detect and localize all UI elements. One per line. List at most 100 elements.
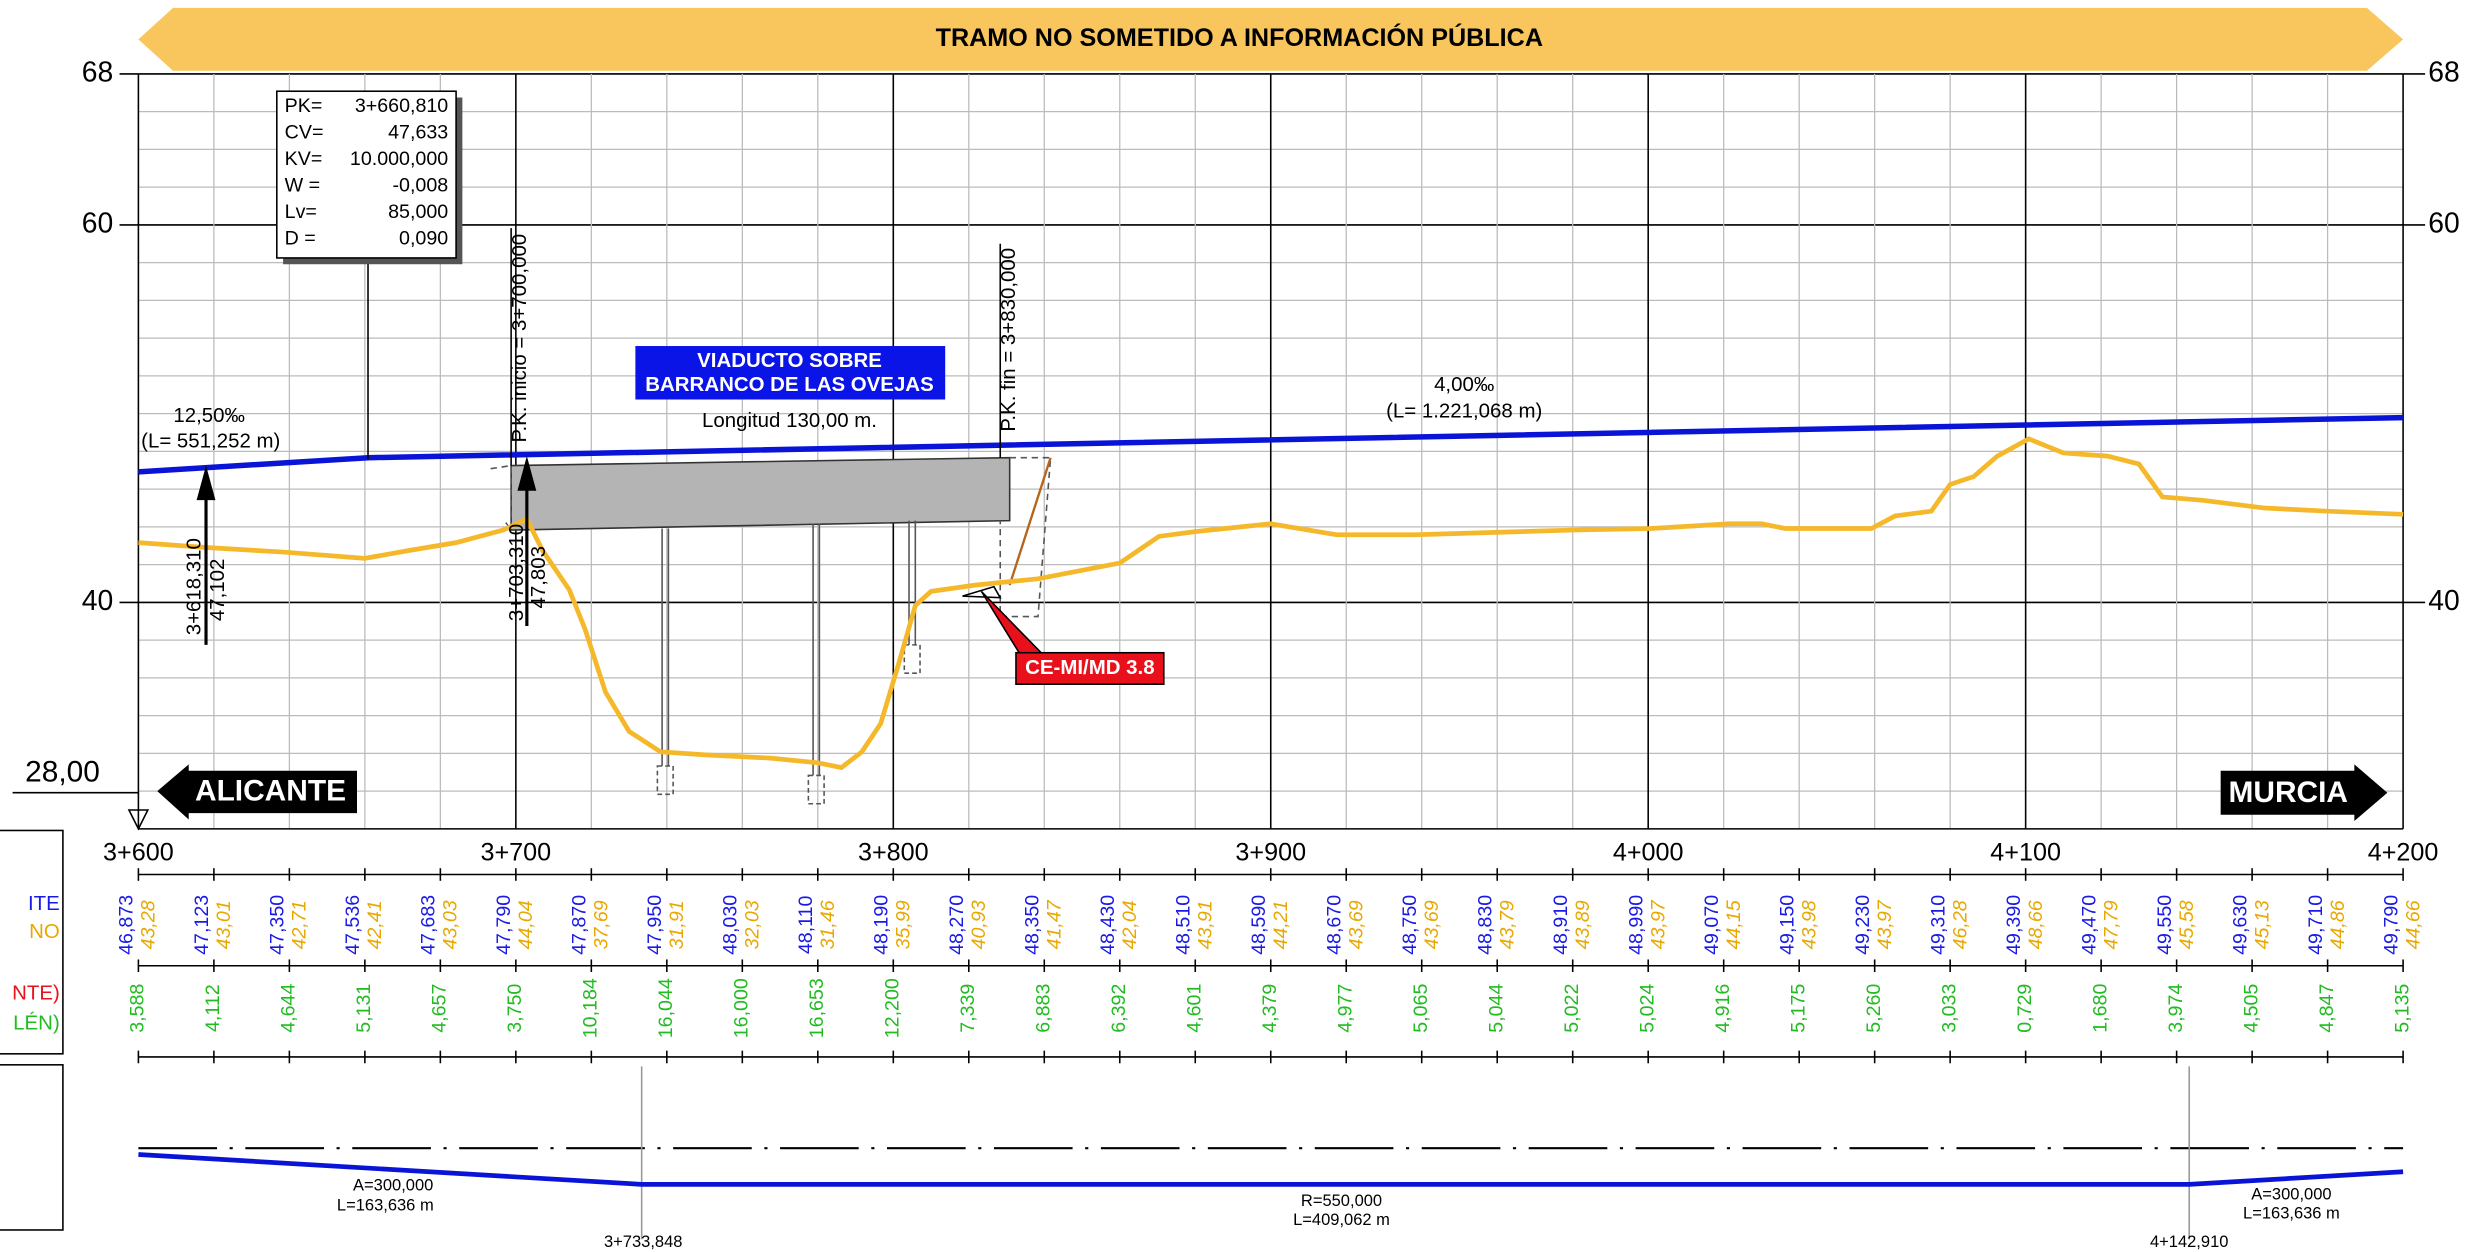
difference: 6,392 [1108,984,1130,1033]
datum-label: 28,00 [25,756,100,789]
terrain-elevation: 41,47 [1043,899,1065,949]
row-label: ITE [28,892,60,915]
station-label: 4+200 [2368,839,2439,867]
curve-key: D = [285,227,316,249]
terrain-line [138,436,2404,771]
datum-triangle [127,809,150,831]
terrain-elevation: 45,58 [2176,900,2198,949]
direction-right: MURCIA [2229,776,2348,809]
plan-point: 4+142,910 [2150,1233,2228,1251]
elevation-label: 68 [82,55,113,87]
grade-elevation: 47,123 [191,895,213,955]
difference: 5,022 [1561,984,1583,1033]
difference: 4,657 [429,984,451,1033]
difference: 5,175 [1787,984,1809,1033]
difference: 5,135 [2391,984,2413,1033]
grade-elevation: 49,070 [1701,895,1723,955]
slope-line [1008,457,1052,586]
curve-key: W = [285,174,320,196]
grade-elevation: 48,110 [795,895,817,954]
terrain-elevation: 43,79 [1496,900,1518,949]
pk-start: P.K. inicio = 3+700,000 [508,234,531,443]
grade-length: (L= 1.221,068 m) [1386,399,1542,422]
grade-elevation: 46,873 [116,895,138,955]
terrain-elevation: 43,01 [213,900,235,949]
terrain-elevation: 44,15 [1723,900,1745,949]
difference: 5,260 [1863,984,1885,1033]
difference: 5,044 [1485,984,1507,1033]
difference: 6,883 [1032,984,1054,1033]
terrain-elevation: 42,04 [1119,900,1141,949]
terrain-elevation: 43,28 [138,900,160,949]
marker-elevation: 47,803 [527,546,550,609]
curvature-line [138,1152,2404,1187]
difference: 4,847 [2316,984,2338,1033]
terrain-elevation: 43,69 [1345,900,1367,949]
difference: 4,977 [1334,984,1356,1033]
grade-elevation: 49,230 [1852,895,1874,955]
difference: 16,000 [731,978,753,1038]
grade-elevation: 48,270 [946,895,968,955]
difference: 16,044 [655,978,677,1038]
tag-box [1015,651,1165,685]
terrain-elevation: 37,69 [591,900,613,949]
culvert [962,585,1002,599]
row-label-box [0,829,64,1055]
plan-param: A=300,000 [2251,1186,2331,1204]
row-label-box [0,1064,64,1231]
difference: 10,184 [580,978,602,1038]
terrain-elevation: 43,69 [1421,900,1443,949]
curve-value: 0,090 [399,227,448,249]
terrain-elevation: 43,98 [1798,900,1820,949]
marker-arrow [196,465,216,501]
row-label: NO [29,920,60,943]
marker-pk: 3+618,310 [182,538,205,635]
curve-box [276,90,457,259]
difference: 3,033 [1938,984,1960,1033]
elevation-label: 60 [82,206,113,238]
marker-pk: 3+703,310 [505,524,528,621]
row-label: NTE) [12,981,60,1004]
plan-param: A=300,000 [353,1176,433,1194]
station-label: 3+700 [481,839,552,867]
difference: 1,680 [2089,984,2111,1033]
direction-left: ALICANTE [195,775,346,808]
grade-elevation: 49,630 [2229,895,2251,955]
difference: 5,065 [1410,984,1432,1033]
curve-key: KV= [285,148,323,170]
banner-arrow [138,7,2404,71]
difference: 3,750 [504,984,526,1033]
curve-value: 47,633 [388,122,448,144]
terrain-elevation: 31,91 [666,900,688,949]
grade-elevation: 48,670 [1323,895,1345,955]
terrain-elevation: 32,03 [742,900,764,949]
terrain-elevation: 46,28 [1949,900,1971,949]
grade-elevation: 48,990 [1625,895,1647,955]
station-label: 4+000 [1613,839,1684,867]
grade-elevation: 48,190 [870,895,892,955]
abutment [490,464,512,533]
difference: 4,379 [1259,984,1281,1033]
direction-arrow [157,764,358,820]
terrain-elevation: 35,99 [892,900,914,949]
grade-elevation: 47,536 [342,895,364,955]
terrain-elevation: 44,86 [2327,900,2349,949]
terrain-elevation: 42,41 [364,900,386,949]
grade-elevation: 48,510 [1172,895,1194,955]
curve-value: 10.000,000 [350,148,448,170]
terrain-elevation: 43,03 [440,900,462,949]
terrain-elevation: 43,91 [1194,900,1216,949]
elevation-label: 60 [2428,206,2459,238]
terrain-elevation: 44,66 [2402,900,2424,949]
curve-value: 85,000 [388,201,448,223]
elevation-label: 68 [2428,55,2459,87]
terrain-elevation: 40,93 [968,900,990,949]
grade-length: (L= 551,252 m) [141,429,280,452]
viaduct-label-box [635,346,946,400]
grade-elevation: 49,390 [2003,895,2025,955]
terrain-elevation: 44,21 [1270,900,1292,949]
marker-elevation: 47,102 [206,559,229,622]
table: 3+600 3+700 3+800 3+900 4+000 4+100 4+200 46,87… [103,839,2438,1064]
